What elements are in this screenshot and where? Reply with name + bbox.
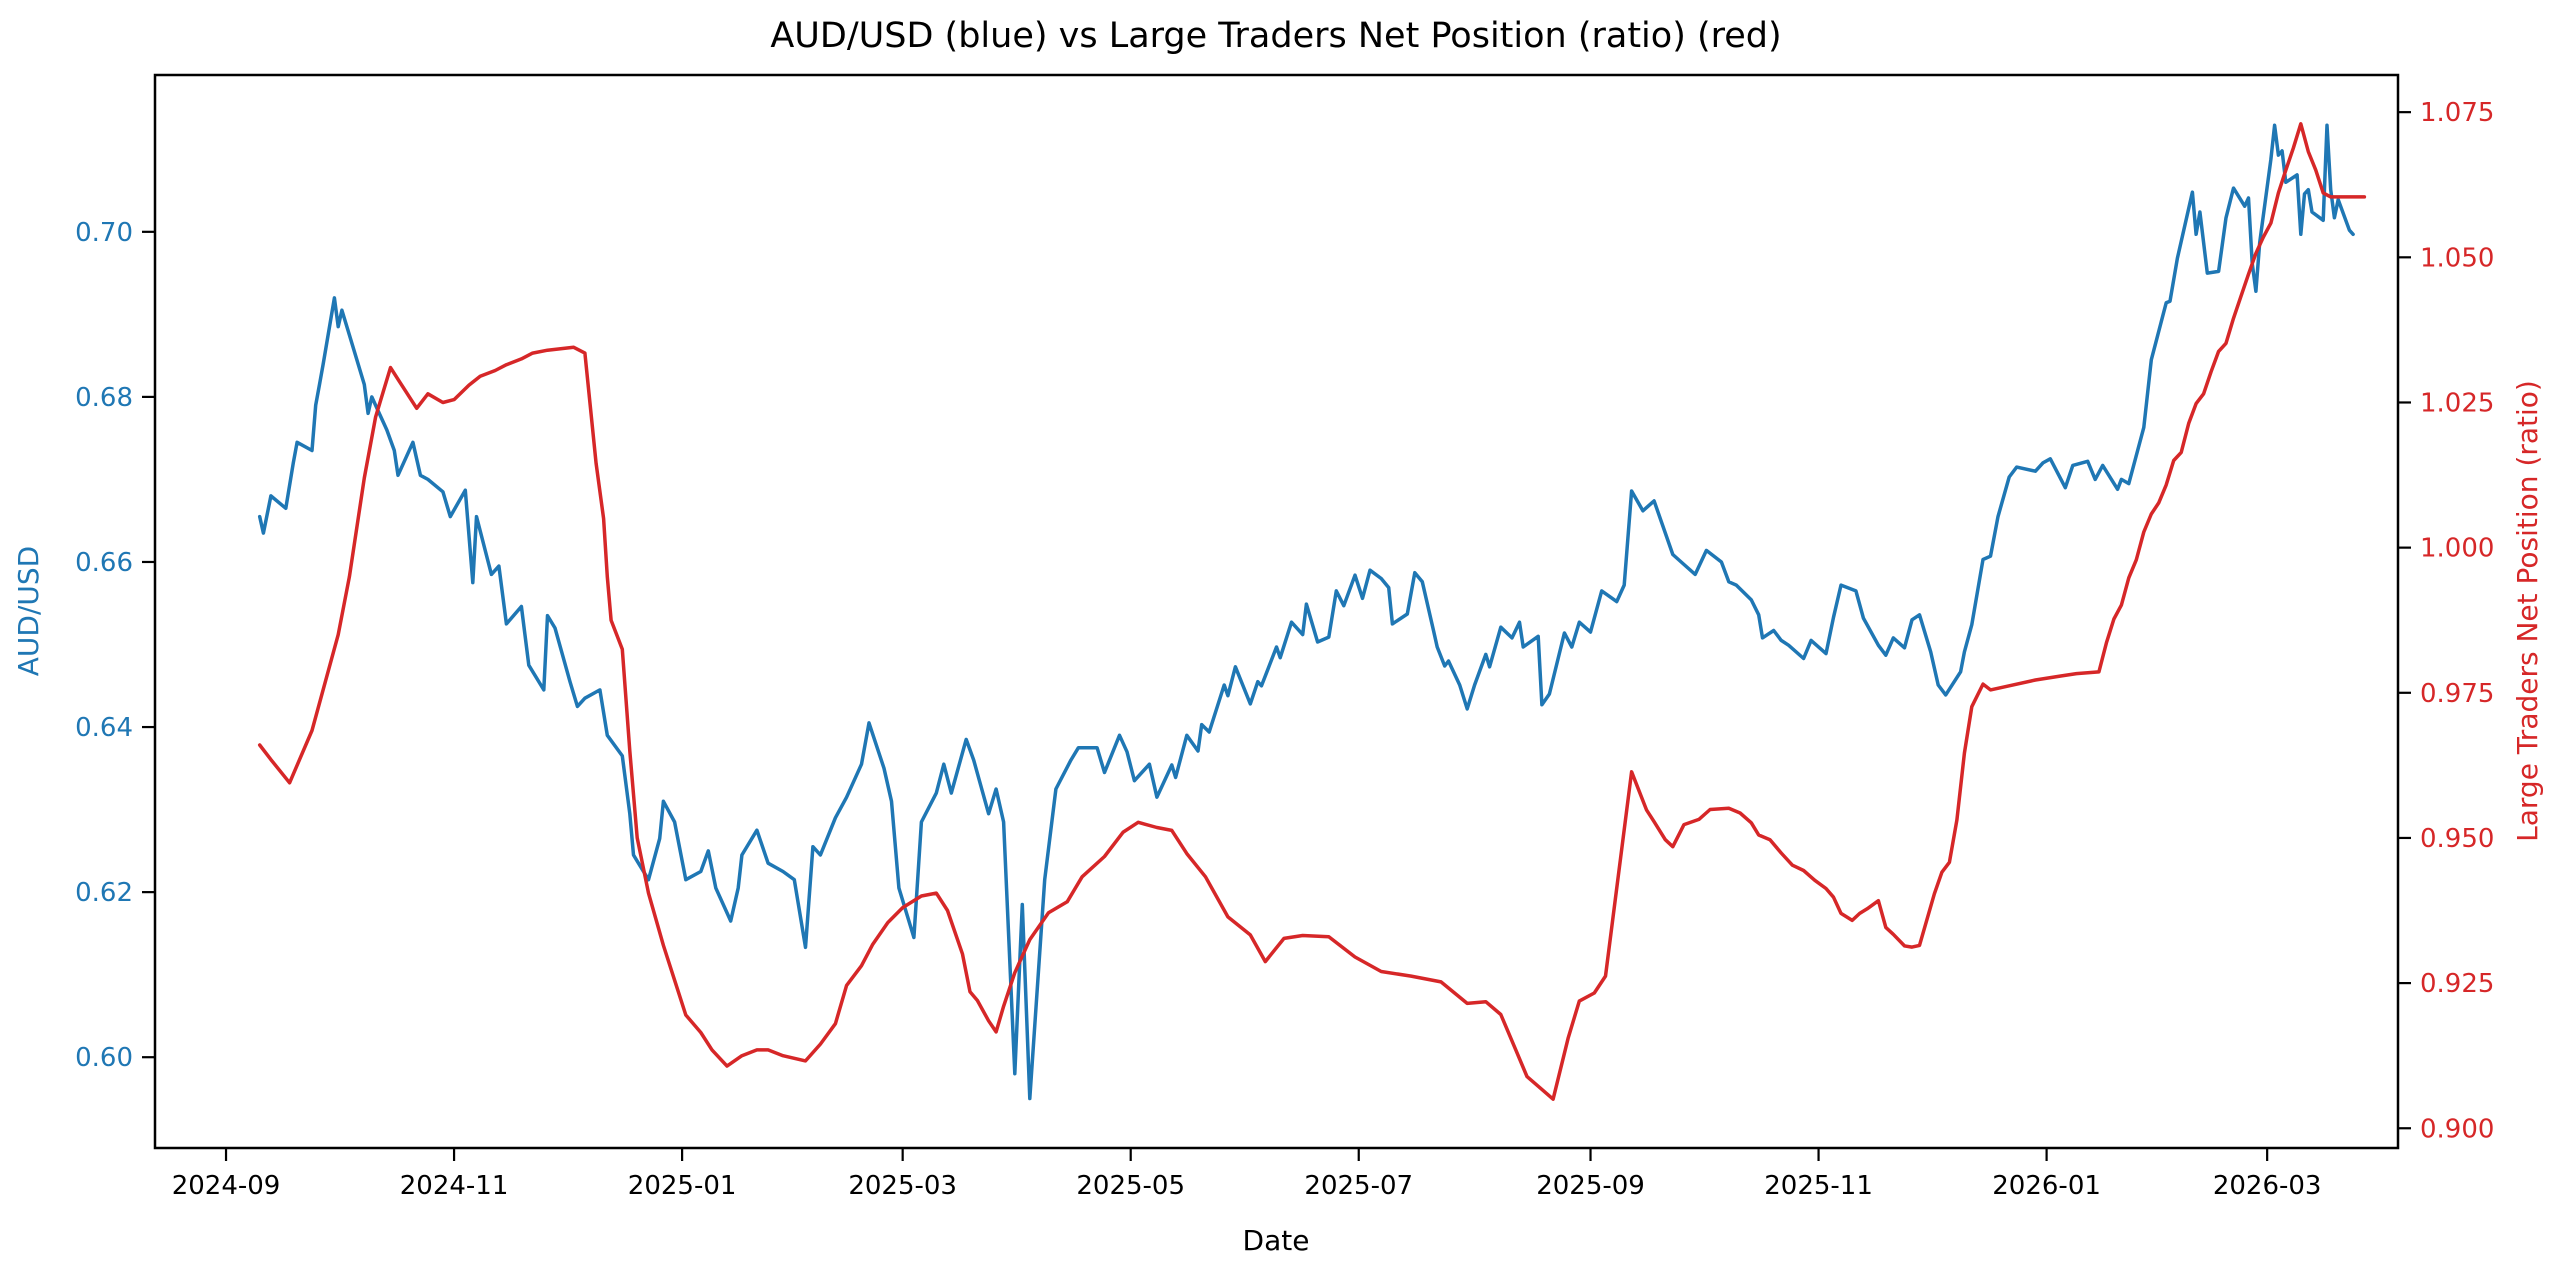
right-y-tick-label: 1.000 bbox=[2420, 534, 2494, 564]
right-y-axis-label: Large Traders Net Position (ratio) bbox=[2511, 380, 2544, 842]
x-tick-label: 2025-07 bbox=[1304, 1171, 1413, 1201]
right-y-tick-label: 1.050 bbox=[2420, 243, 2494, 273]
left-y-tick-label: 0.68 bbox=[75, 383, 133, 413]
x-tick-label: 2026-03 bbox=[2213, 1171, 2322, 1201]
left-y-tick-label: 0.60 bbox=[75, 1043, 133, 1073]
x-tick-label: 2025-05 bbox=[1076, 1171, 1185, 1201]
right-y-tick-label: 0.900 bbox=[2420, 1114, 2494, 1144]
right-y-tick-label: 1.025 bbox=[2420, 388, 2494, 418]
chart-title: AUD/USD (blue) vs Large Traders Net Posi… bbox=[770, 16, 1781, 56]
left-y-tick-label: 0.70 bbox=[75, 218, 133, 248]
aud-usd-line bbox=[257, 123, 2355, 1101]
x-tick-label: 2024-09 bbox=[172, 1171, 281, 1201]
right-y-tick-label: 0.950 bbox=[2420, 824, 2494, 854]
right-y-tick-label: 1.075 bbox=[2420, 98, 2494, 128]
x-tick-label: 2025-03 bbox=[848, 1171, 957, 1201]
right-y-tick-label: 0.925 bbox=[2420, 969, 2494, 999]
left-y-tick-label: 0.66 bbox=[75, 548, 133, 578]
plot-area: 2024-09 2024-11 2025-01 2025-03 2025-05 2025-… bbox=[75, 98, 2494, 1201]
x-axis-label: Date bbox=[1243, 1224, 1310, 1257]
plot-border bbox=[153, 73, 2400, 1150]
left-y-tick-label: 0.62 bbox=[75, 878, 133, 908]
x-tick-label: 2025-09 bbox=[1536, 1171, 1645, 1201]
x-tick-label: 2025-01 bbox=[628, 1171, 737, 1201]
left-y-axis-label: AUD/USD bbox=[12, 546, 45, 676]
left-y-tick-label: 0.64 bbox=[75, 713, 133, 743]
x-tick-label: 2024-11 bbox=[400, 1171, 509, 1201]
right-y-tick-label: 0.975 bbox=[2420, 679, 2494, 709]
net-position-line bbox=[257, 122, 2367, 1101]
x-tick-label: 2025-11 bbox=[1764, 1171, 1873, 1201]
x-tick-label: 2026-01 bbox=[1992, 1171, 2101, 1201]
